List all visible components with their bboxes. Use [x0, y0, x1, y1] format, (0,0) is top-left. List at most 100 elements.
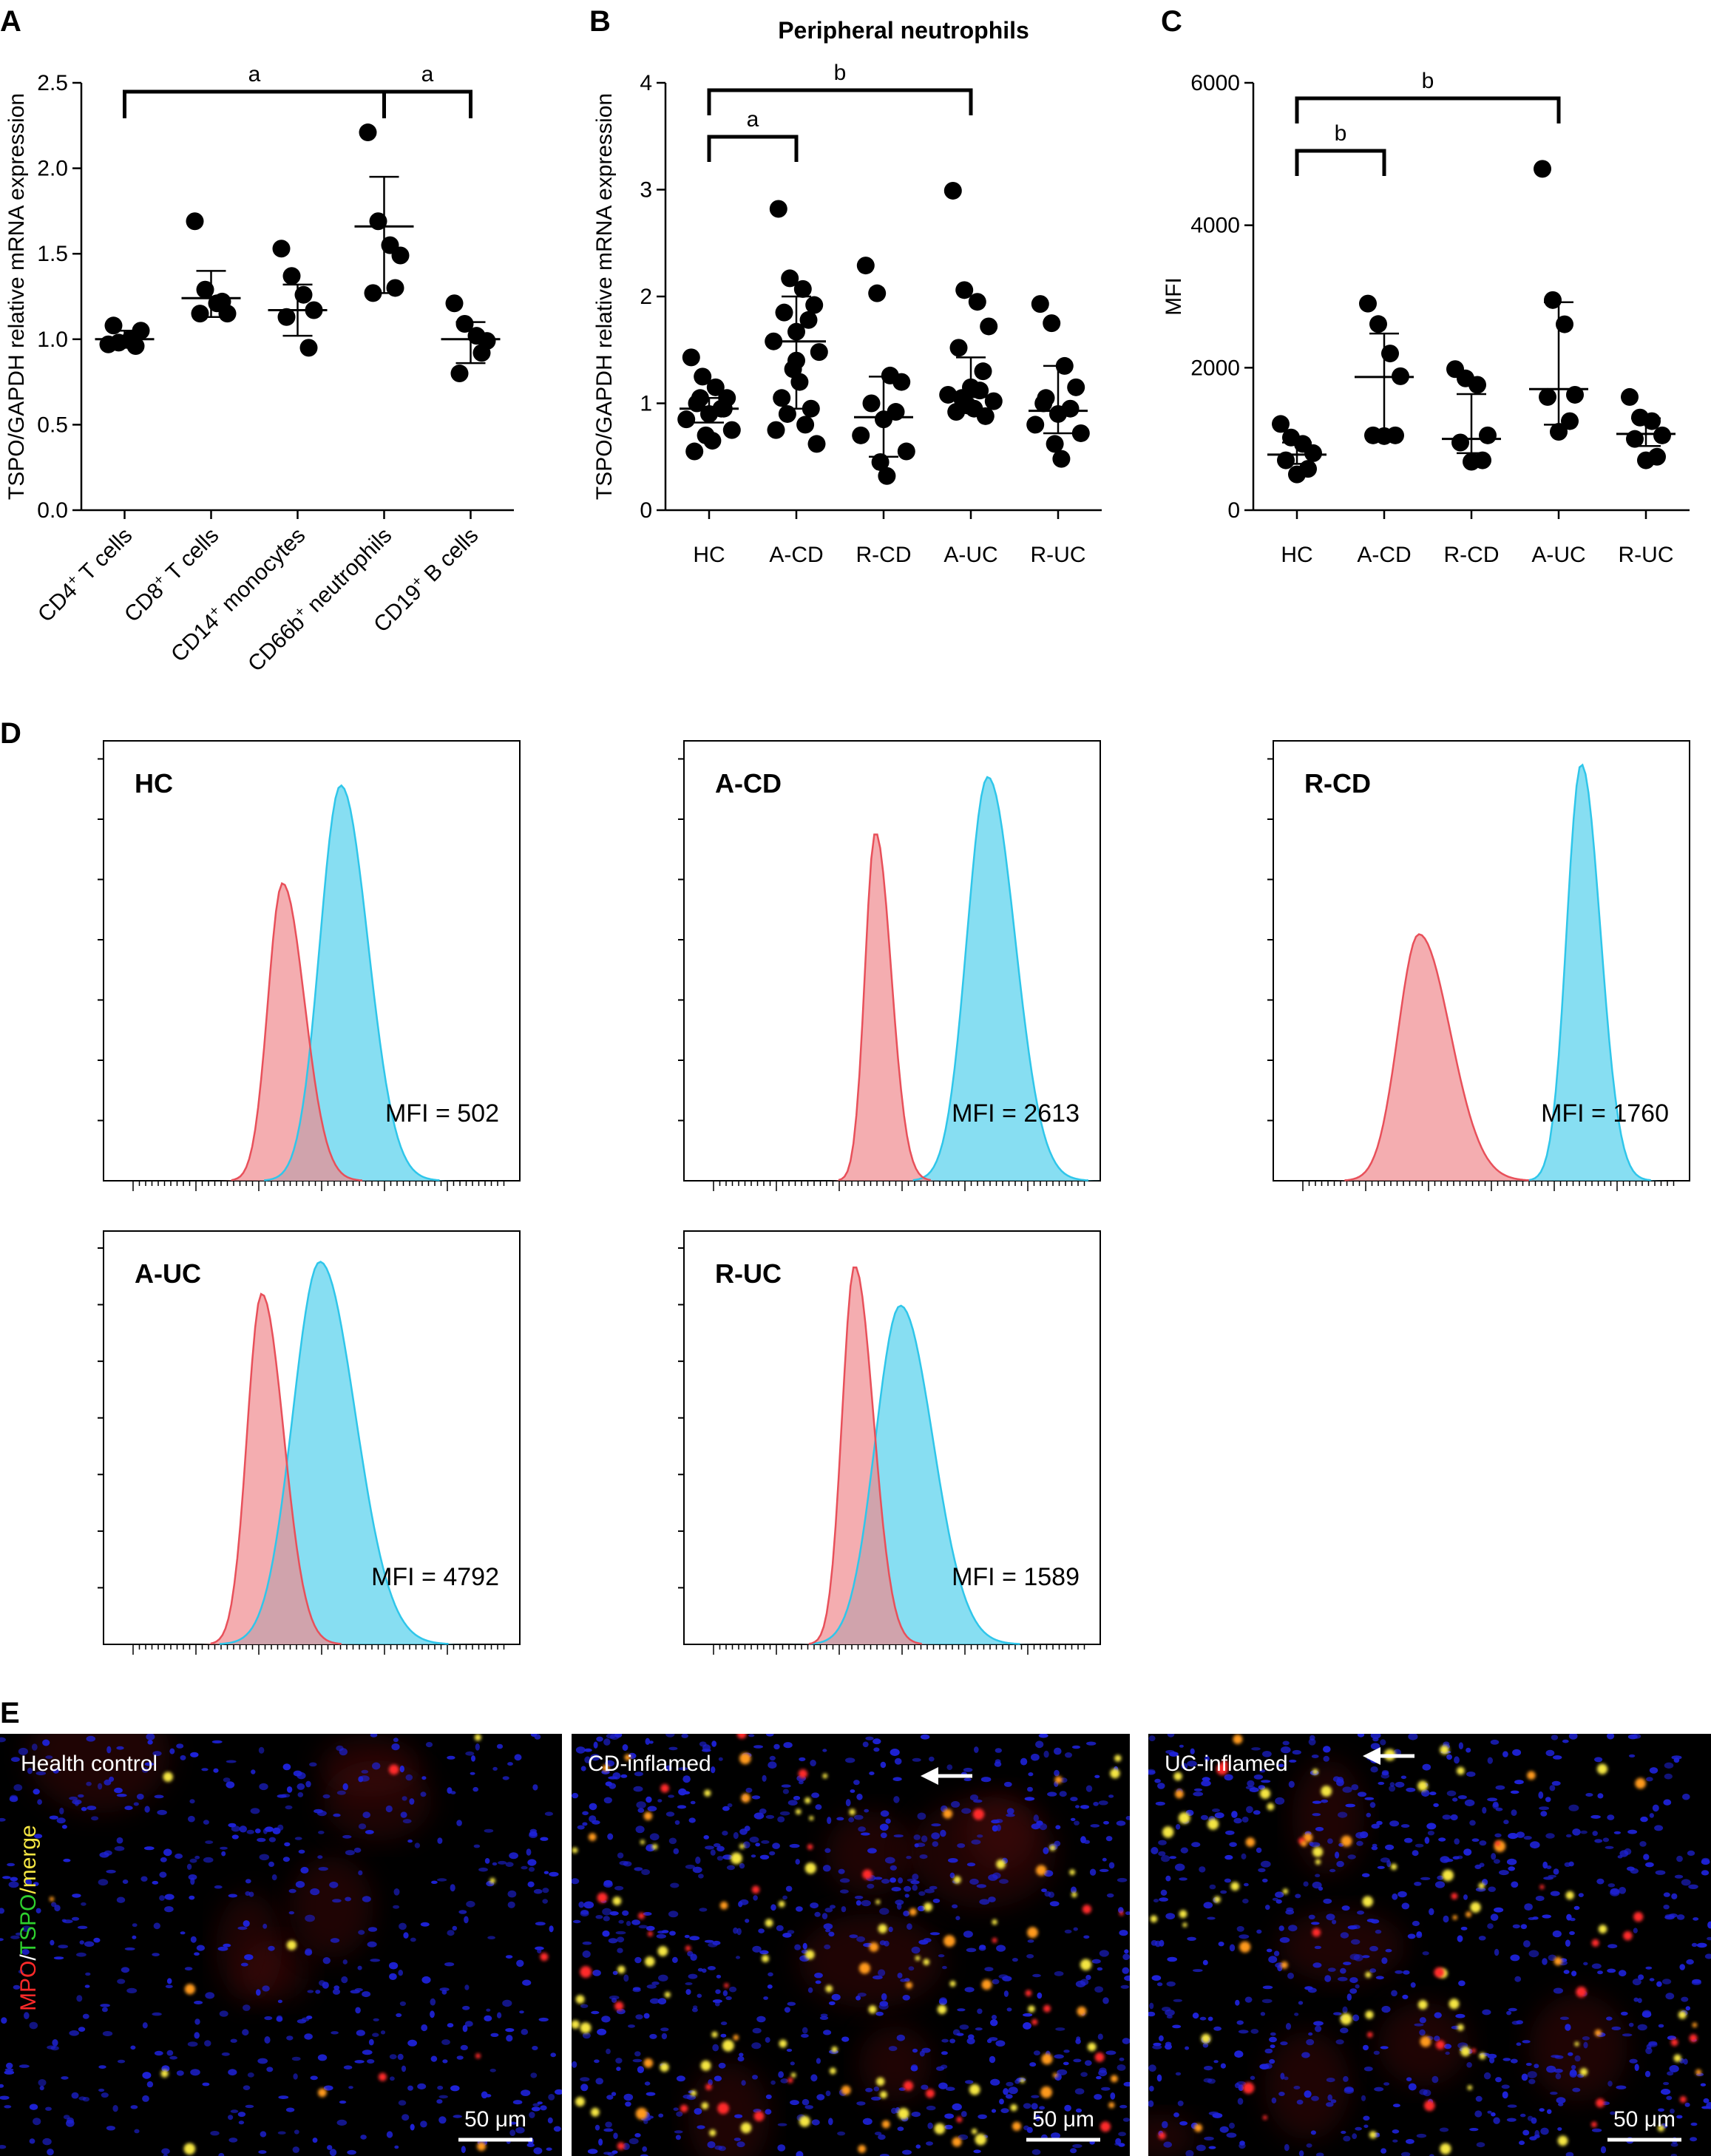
nucleus [1366, 1919, 1376, 1922]
nucleus [1545, 1749, 1555, 1757]
nucleus [27, 1767, 33, 1774]
nucleus [1154, 1778, 1161, 1783]
nucleus [465, 1751, 475, 1756]
nucleus [756, 2016, 766, 2023]
nucleus [0, 2145, 7, 2149]
nucleus [1395, 1970, 1403, 1974]
nucleus [190, 1752, 199, 1757]
nucleus [1532, 1916, 1539, 1920]
nucleus [497, 2012, 502, 2018]
nucleus [946, 1764, 953, 1770]
nucleus [1607, 2081, 1613, 2087]
nucleus [802, 2098, 810, 2106]
nucleus [1117, 2064, 1126, 2071]
nucleus [1249, 1787, 1259, 1792]
nucleus [673, 2107, 679, 2111]
positive-cell [739, 1752, 751, 1765]
nucleus [1607, 1734, 1615, 1740]
nucleus [1637, 2024, 1647, 2031]
nucleus [924, 1888, 935, 1894]
nucleus [608, 1776, 618, 1780]
nucleus [543, 1871, 549, 1874]
nucleus [1555, 2073, 1562, 2080]
nucleus [1406, 2139, 1414, 2144]
nucleus [356, 2030, 365, 2036]
nucleus [660, 2027, 669, 2032]
nucleus [237, 2112, 246, 2118]
nucleus [794, 1944, 801, 1950]
nucleus [1212, 1808, 1220, 1812]
nucleus [1395, 1781, 1405, 1788]
positive-cell [1576, 1986, 1587, 1998]
nucleus [904, 1894, 909, 1898]
nucleus [512, 2100, 523, 2105]
nucleus [1487, 1923, 1494, 1929]
nucleus [1494, 1833, 1502, 1838]
nucleus [421, 2024, 428, 2032]
nucleus [957, 1843, 966, 1848]
stain-sep-1: / [16, 1954, 41, 1961]
nucleus [1380, 1857, 1390, 1863]
nucleus [1573, 1905, 1580, 1911]
nucleus [646, 1984, 657, 1989]
data-point [196, 280, 214, 299]
positive-cell [1012, 2121, 1022, 2131]
nucleus [1545, 1833, 1555, 1839]
nucleus [1165, 1875, 1171, 1882]
nucleus [609, 1995, 620, 2000]
nucleus [141, 1767, 149, 1773]
nucleus [342, 1834, 352, 1839]
nucleus [1281, 1746, 1291, 1754]
nucleus [804, 2105, 813, 2109]
nucleus [896, 2034, 906, 2041]
nucleus [169, 1748, 175, 1755]
nucleus [1385, 1844, 1395, 1851]
nucleus [1282, 1740, 1290, 1746]
nucleus [1661, 2089, 1671, 2095]
positive-cell [849, 1808, 856, 1816]
nucleus [628, 2024, 635, 2028]
data-point [862, 394, 881, 413]
nucleus [1463, 1894, 1468, 1900]
positive-cell [1574, 2041, 1579, 2047]
nucleus [618, 1919, 624, 1924]
image-label: UC-inflamed [1165, 1752, 1288, 1776]
nucleus [1362, 1955, 1370, 1959]
nucleus [978, 2114, 987, 2119]
panel-label-b: B [589, 5, 611, 38]
nucleus [277, 1824, 284, 1831]
nucleus [305, 1780, 311, 1788]
nucleus [577, 1825, 585, 1830]
nucleus [1546, 2109, 1552, 2115]
nucleus [1377, 1865, 1385, 1869]
positive-cell [1470, 1902, 1481, 1913]
nucleus [725, 1996, 732, 2001]
nucleus [1341, 1905, 1350, 1911]
nucleus [617, 1936, 625, 1943]
positive-cell [1245, 1837, 1256, 1847]
nucleus [1663, 1799, 1672, 1806]
nucleus [649, 2033, 657, 2039]
nucleus [1119, 2057, 1125, 2061]
nucleus [828, 2001, 836, 2006]
nucleus [528, 1867, 535, 1872]
nucleus [856, 2101, 866, 2106]
nucleus [1090, 1824, 1100, 1828]
nucleus [776, 1925, 784, 1931]
nucleus [542, 1888, 549, 1894]
nucleus [1450, 1814, 1458, 1821]
nucleus [343, 2065, 353, 2069]
nucleus [674, 2130, 683, 2134]
nucleus [1122, 1967, 1130, 1974]
nucleus [1306, 2038, 1315, 2046]
nucleus [391, 1743, 400, 1751]
nucleus [632, 2058, 643, 2063]
nucleus [1280, 2041, 1288, 2046]
nucleus [767, 1984, 773, 1989]
positive-cell [1591, 1939, 1599, 1947]
nucleus [1070, 1817, 1076, 1821]
nucleus [1363, 2124, 1369, 2129]
nucleus [189, 1895, 195, 1900]
nucleus [619, 1860, 629, 1865]
